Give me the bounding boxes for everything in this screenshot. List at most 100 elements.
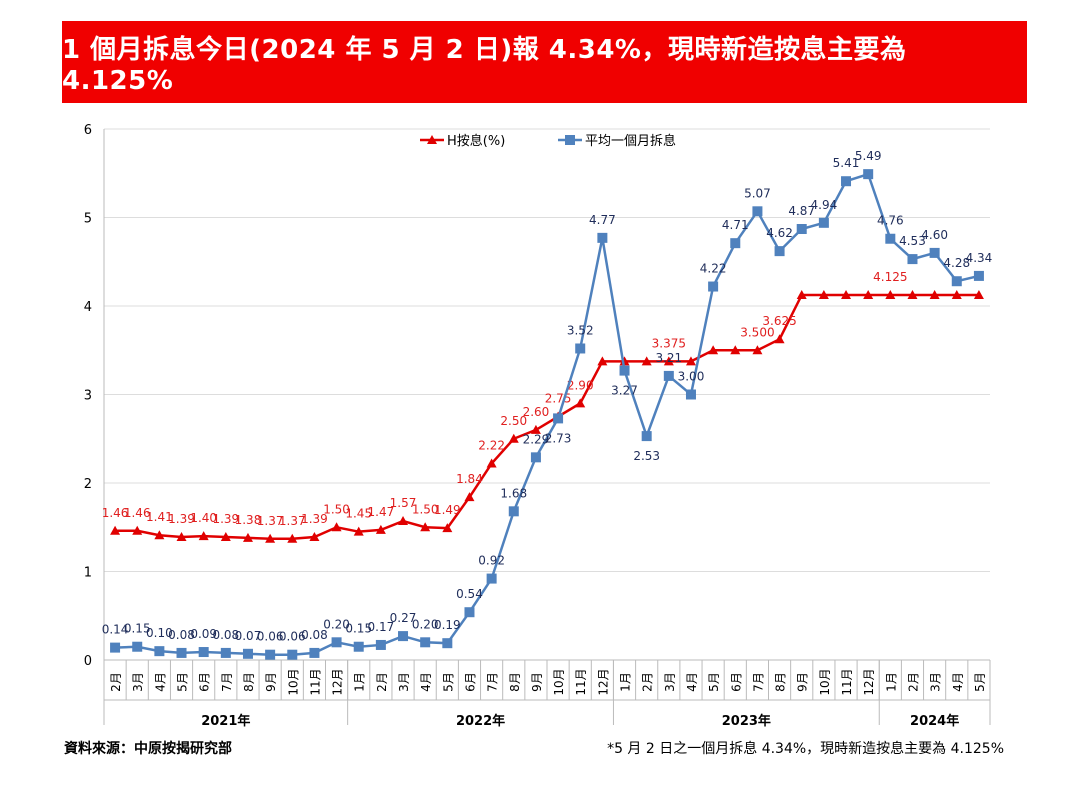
year-label: 2024年 xyxy=(910,713,959,729)
data-point-triangle xyxy=(907,289,918,299)
data-label: 4.87 xyxy=(788,204,815,218)
data-label: 4.125 xyxy=(873,270,907,284)
footnote-text: *5 月 2 日之一個月拆息 4.34%，現時新造按息主要為 4.125% xyxy=(607,741,1004,757)
data-point-triangle xyxy=(198,531,209,541)
data-point-square xyxy=(309,647,320,658)
year-label: 2021年 xyxy=(201,713,250,729)
data-label: 1.37 xyxy=(279,514,306,528)
data-point-square xyxy=(508,506,519,517)
x-tick-label: 5月 xyxy=(441,672,455,692)
data-point-square xyxy=(353,641,364,652)
data-label: 5.07 xyxy=(744,186,771,200)
data-label: 0.15 xyxy=(124,622,151,636)
data-label: 3.00 xyxy=(678,370,705,384)
data-label: 1.46 xyxy=(102,506,129,520)
data-point-square xyxy=(641,431,652,442)
data-point-triangle xyxy=(929,289,940,299)
year-label: 2023年 xyxy=(722,713,771,729)
data-label: 4.28 xyxy=(943,256,970,270)
x-tick-label: 6月 xyxy=(198,672,212,692)
data-point-triangle xyxy=(464,492,475,502)
data-label: 0.92 xyxy=(478,554,505,568)
data-point-square xyxy=(176,647,187,658)
data-label: 2.53 xyxy=(633,449,660,463)
data-label: 0.08 xyxy=(301,628,328,642)
data-label: 1.50 xyxy=(323,502,350,516)
data-label: 3.625 xyxy=(762,314,796,328)
x-tick-label: 7月 xyxy=(751,672,765,692)
x-tick-label: 12月 xyxy=(596,668,610,695)
x-tick-label: 1月 xyxy=(884,672,898,692)
data-label: 1.57 xyxy=(390,496,417,510)
data-label: 1.45 xyxy=(345,507,372,521)
x-tick-label: 8月 xyxy=(508,672,522,692)
series-line-0 xyxy=(115,293,979,541)
data-point-square xyxy=(597,232,608,243)
data-label: 0.09 xyxy=(190,627,217,641)
data-point-triangle xyxy=(863,289,874,299)
x-tick-label: 7月 xyxy=(486,672,500,692)
data-point-triangle xyxy=(708,345,719,355)
data-label: 4.53 xyxy=(899,234,926,248)
y-tick-label: 6 xyxy=(84,123,92,138)
data-point-square xyxy=(818,217,829,228)
x-tick-label: 9月 xyxy=(264,672,278,692)
data-point-triangle xyxy=(597,356,608,366)
data-point-triangle xyxy=(951,289,962,299)
y-tick-label: 2 xyxy=(84,477,92,492)
data-point-triangle xyxy=(242,532,253,542)
data-point-square xyxy=(375,639,386,650)
series-line-1 xyxy=(115,172,980,656)
data-label: 0.10 xyxy=(146,626,173,640)
year-label: 2022年 xyxy=(456,713,505,729)
data-point-triangle xyxy=(508,433,519,443)
y-tick-label: 0 xyxy=(84,654,92,669)
data-point-triangle xyxy=(730,345,741,355)
data-point-triangle xyxy=(818,289,829,299)
data-label: 0.15 xyxy=(345,622,372,636)
data-point-triangle xyxy=(442,523,453,533)
source-text: 資料來源：中原按揭研究部 xyxy=(64,741,232,757)
data-label: 0.08 xyxy=(168,628,195,642)
data-point-triangle xyxy=(641,356,652,366)
data-point-square xyxy=(265,649,276,660)
data-label: 0.20 xyxy=(412,617,439,631)
data-label: 2.29 xyxy=(523,432,550,446)
data-label: 4.22 xyxy=(700,262,727,276)
data-point-square xyxy=(530,452,541,463)
data-label: 0.07 xyxy=(235,629,262,643)
x-tick-label: 3月 xyxy=(131,672,145,692)
x-tick-label: 3月 xyxy=(929,672,943,692)
data-point-square xyxy=(110,642,121,653)
x-tick-label: 7月 xyxy=(220,672,234,692)
data-label: 2.50 xyxy=(500,414,527,428)
data-point-triangle xyxy=(132,525,143,535)
x-tick-label: 2月 xyxy=(109,672,123,692)
data-point-square xyxy=(464,607,475,618)
x-tick-label: 9月 xyxy=(796,672,810,692)
data-label: 5.41 xyxy=(833,156,860,170)
data-point-triangle xyxy=(331,522,342,532)
x-tick-label: 5月 xyxy=(707,672,721,692)
data-point-square xyxy=(907,254,918,265)
x-tick-label: 9月 xyxy=(530,672,544,692)
data-label: 1.41 xyxy=(146,510,173,524)
data-label: 1.84 xyxy=(456,472,483,486)
data-label: 1.49 xyxy=(434,503,461,517)
data-label: 0.54 xyxy=(456,587,483,601)
data-point-square xyxy=(287,649,298,660)
data-point-square xyxy=(398,631,409,642)
data-label: 2.75 xyxy=(545,392,572,406)
data-point-square xyxy=(796,224,807,235)
data-label: 4.77 xyxy=(589,213,616,227)
data-point-square xyxy=(486,573,497,584)
data-point-triangle xyxy=(530,424,541,434)
data-point-triangle xyxy=(309,531,320,541)
data-label: 0.06 xyxy=(257,630,284,644)
x-tick-label: 11月 xyxy=(574,668,588,695)
x-tick-label: 3月 xyxy=(397,672,411,692)
data-point-triangle xyxy=(353,526,364,536)
data-point-triangle xyxy=(973,289,984,299)
data-label: 2.73 xyxy=(545,431,572,445)
